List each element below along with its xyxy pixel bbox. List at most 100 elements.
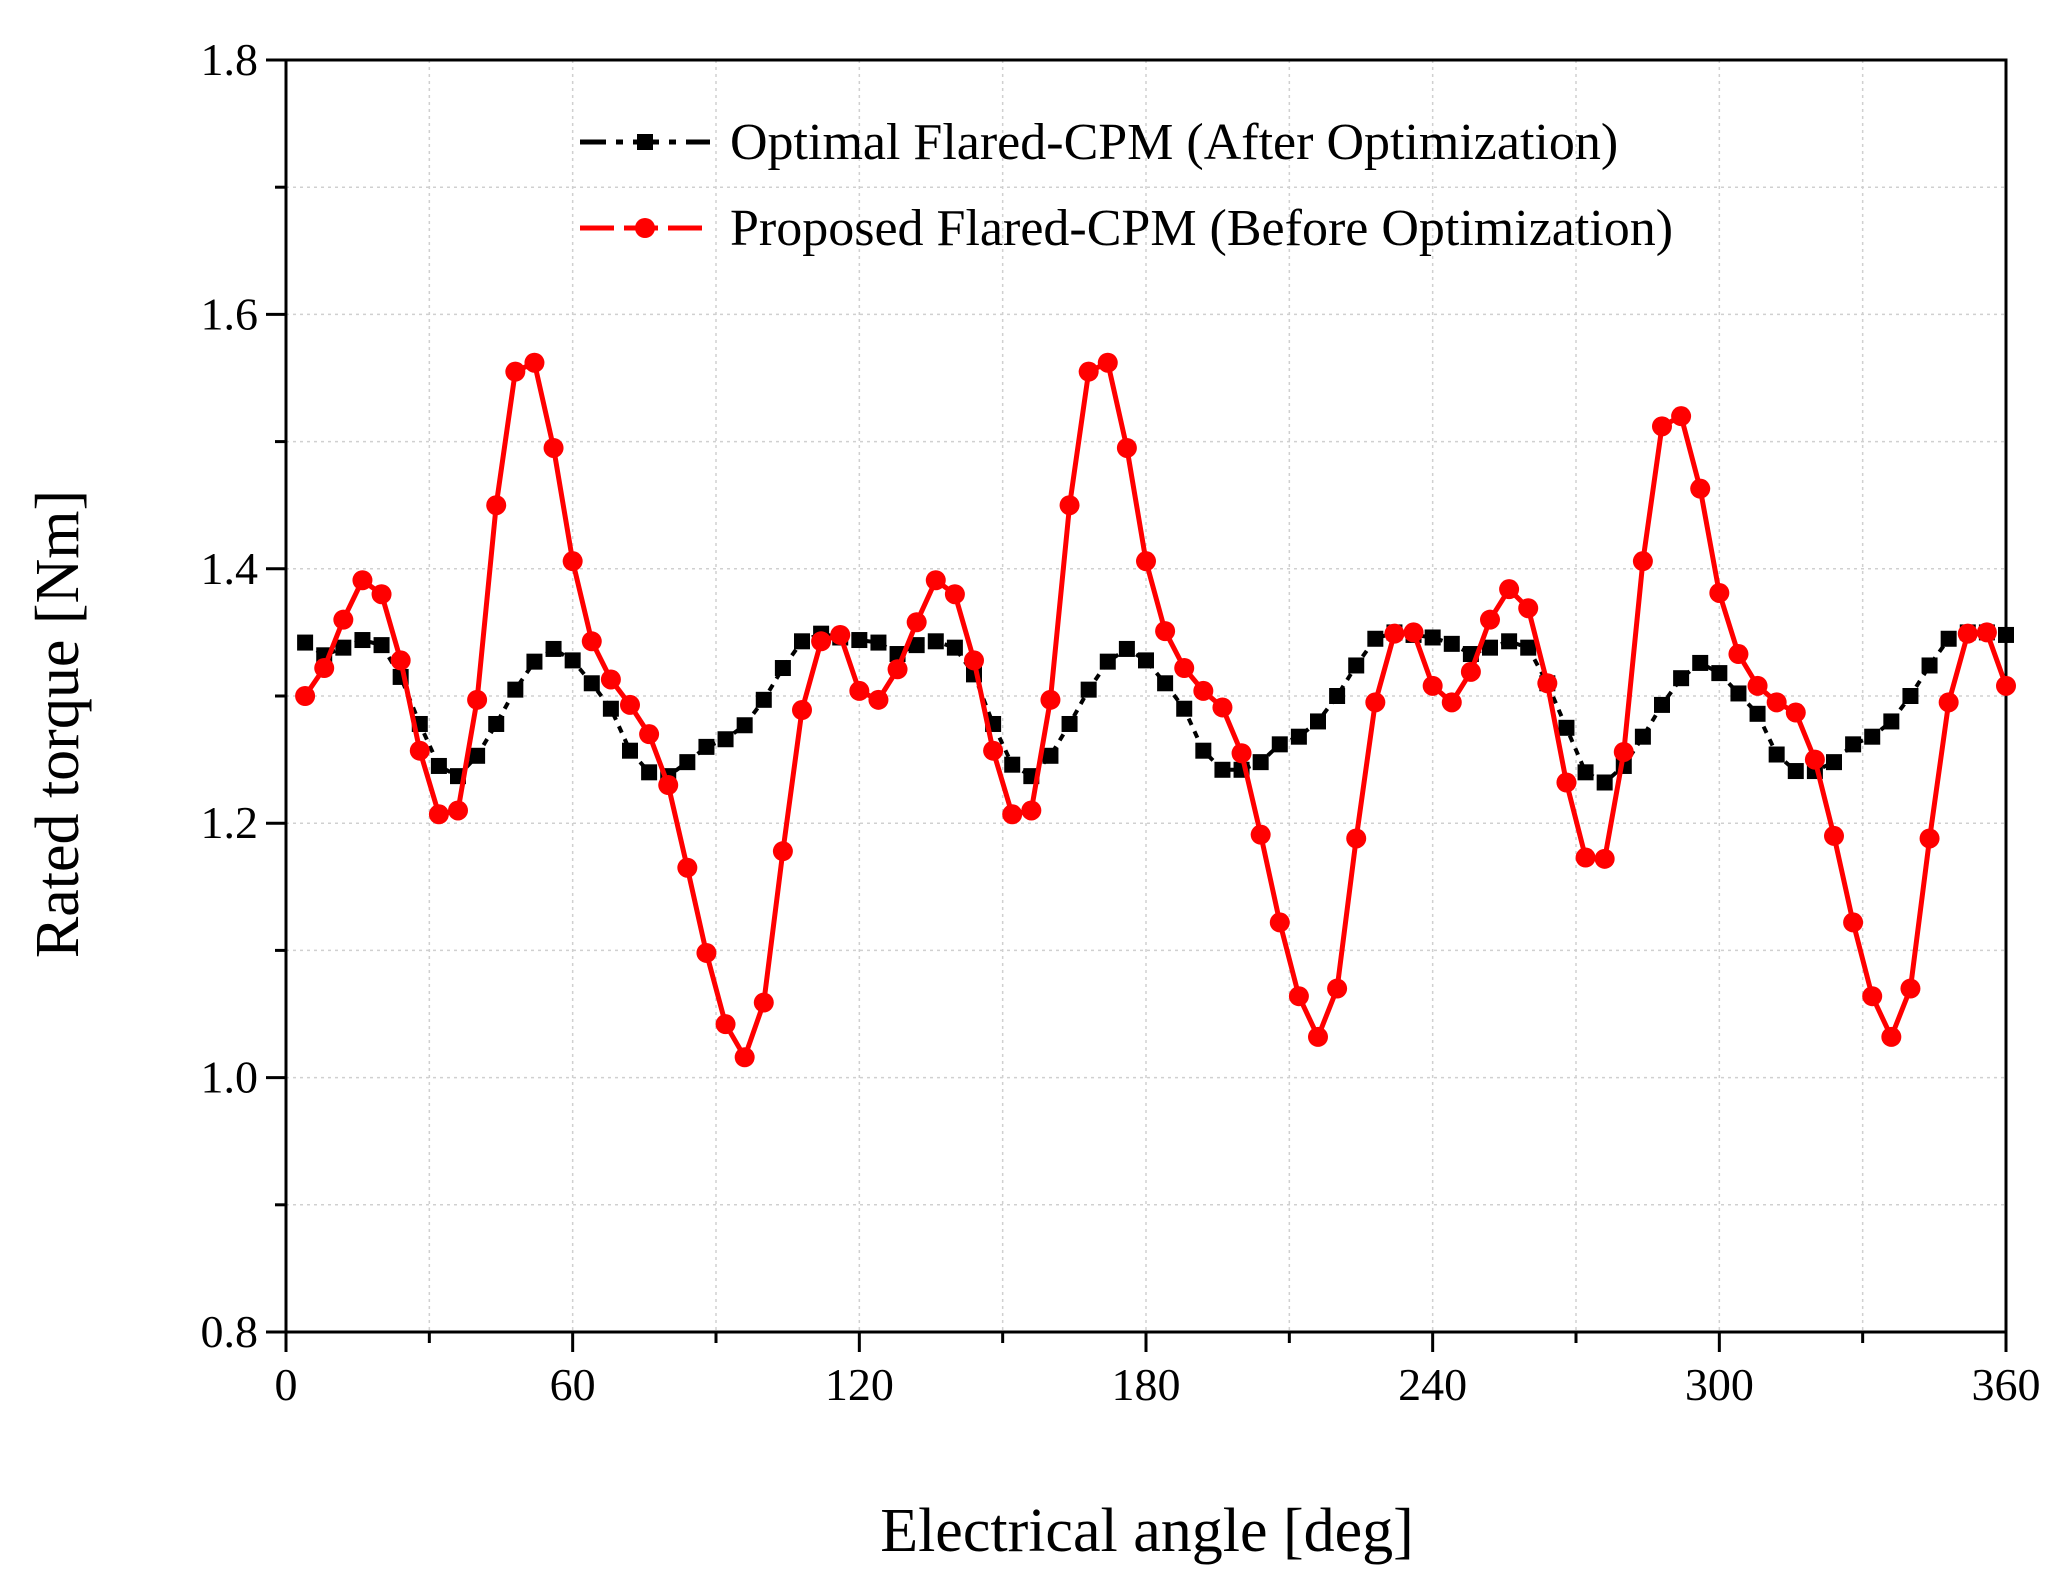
data-point [1594, 848, 1615, 869]
data-point [696, 942, 717, 963]
x-tick-label: 120 [825, 1359, 894, 1410]
x-tick-label: 0 [275, 1359, 298, 1410]
series-2 [295, 352, 2016, 1068]
data-point [1520, 639, 1537, 656]
data-point [448, 800, 468, 821]
legend-item-2: Proposed Flared-CPM (Before Optimization… [580, 200, 1673, 257]
series-line [303, 359, 2009, 1064]
data-point [1422, 675, 1443, 696]
data-point [1824, 825, 1844, 846]
data-point [335, 639, 352, 656]
data-point [1728, 644, 1749, 665]
y-tick-label: 1.8 [201, 34, 259, 85]
data-point [583, 675, 600, 692]
tick-labels: 0 60 120 180 240 300 360 0.8 1.0 1.2 1.4 1.6 1.8 [201, 34, 2041, 1410]
data-point [1596, 774, 1613, 791]
plot-series [295, 352, 2016, 1068]
data-point [314, 658, 335, 679]
data-point [333, 609, 354, 630]
data-point [1212, 697, 1233, 718]
data-point [1384, 623, 1405, 644]
data-point [1749, 705, 1766, 722]
series-1 [297, 624, 2014, 791]
data-point [1692, 654, 1709, 671]
data-point [1365, 692, 1386, 713]
data-point [1518, 598, 1539, 619]
data-point [794, 633, 810, 650]
data-point [1613, 741, 1634, 762]
data-point [1747, 675, 1768, 696]
data-point [354, 632, 371, 649]
data-point [1768, 746, 1785, 763]
data-point [488, 715, 505, 732]
data-point [1634, 728, 1651, 745]
data-point [1078, 361, 1099, 382]
legend-item-1: Optimal Flared-CPM (After Optimization) [580, 114, 1618, 171]
data-point [486, 495, 507, 516]
data-point [1864, 728, 1881, 745]
data-point [1021, 800, 1042, 821]
data-point [1577, 764, 1594, 781]
data-point [1214, 761, 1231, 778]
x-tick-label: 360 [1972, 1359, 2041, 1410]
data-point [1652, 416, 1672, 437]
x-tick-label: 60 [550, 1359, 596, 1410]
data-point [1862, 986, 1883, 1007]
data-point [698, 738, 715, 755]
y-tick-label: 0.8 [201, 1306, 259, 1357]
data-point [1346, 828, 1367, 849]
data-point [1097, 352, 1118, 373]
data-point [1116, 437, 1137, 458]
data-point [1996, 675, 2016, 696]
data-point [1673, 670, 1690, 687]
data-point [600, 669, 621, 690]
y-tick-label: 1.6 [201, 288, 259, 339]
data-point [543, 437, 564, 458]
data-point [677, 857, 698, 878]
data-point [1976, 622, 1997, 643]
data-point [390, 650, 411, 671]
data-point [505, 361, 526, 382]
data-point [944, 584, 965, 605]
axes [266, 58, 2008, 1352]
legend-marker [637, 134, 653, 150]
data-point [1785, 702, 1806, 723]
data-point [1883, 713, 1900, 730]
data-point [734, 1047, 755, 1068]
data-point [1480, 609, 1500, 630]
data-point [1900, 978, 1921, 999]
data-point [774, 660, 791, 677]
data-point [1040, 689, 1061, 710]
data-point [602, 700, 619, 717]
data-point [1501, 633, 1518, 650]
data-point [870, 634, 887, 651]
data-point [1327, 978, 1348, 999]
x-tick-label: 300 [1685, 1359, 1754, 1410]
data-point [1938, 692, 1959, 713]
data-point [1690, 478, 1711, 499]
data-point [295, 686, 316, 706]
data-point [1940, 630, 1957, 647]
data-point [1231, 743, 1252, 764]
data-point [1632, 551, 1653, 572]
data-point [1004, 756, 1021, 773]
data-point [1308, 1026, 1328, 1047]
data-point [906, 612, 927, 633]
data-point [524, 352, 545, 373]
data-point [1443, 635, 1460, 652]
data-point [1080, 681, 1097, 698]
data-point [507, 681, 524, 698]
data-point [1460, 661, 1481, 682]
data-point [1367, 630, 1384, 647]
data-point [1252, 754, 1269, 771]
data-point [830, 624, 851, 645]
data-point [736, 717, 753, 734]
x-tick-label: 180 [1112, 1359, 1181, 1410]
data-point [964, 650, 984, 671]
legend-label: Optimal Flared-CPM (After Optimization) [730, 114, 1618, 171]
legend: Optimal Flared-CPM (After Optimization) P… [580, 114, 1673, 257]
data-point [1002, 804, 1023, 825]
data-point [1118, 640, 1135, 657]
data-point [715, 1014, 736, 1035]
